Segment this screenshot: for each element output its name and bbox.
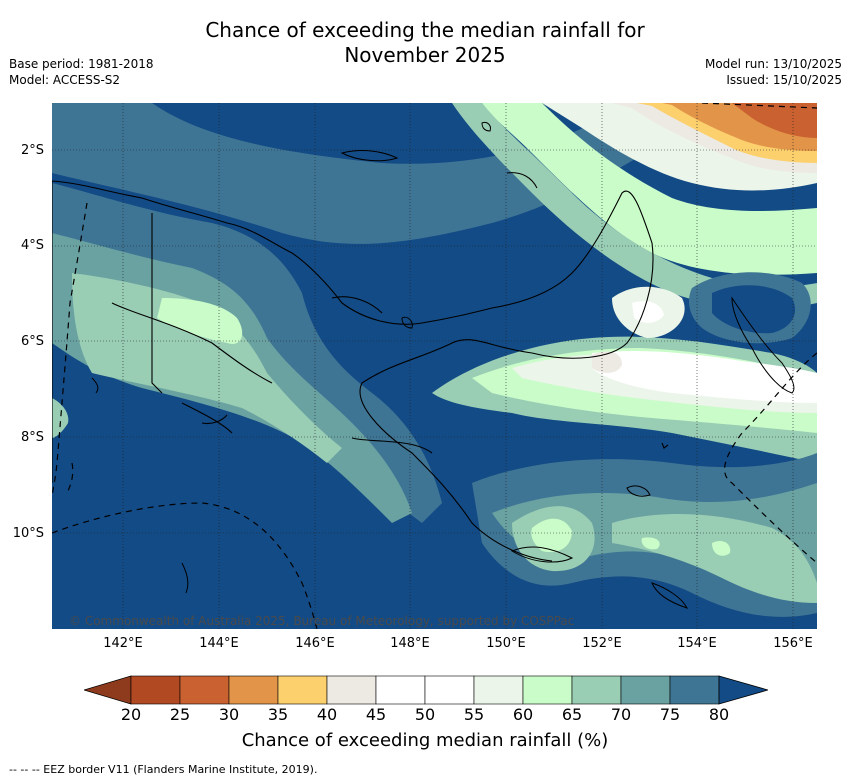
colorbar-tick-label: 60 — [512, 705, 534, 724]
colorbar-cell — [179, 675, 230, 705]
contour-60-se-west — [531, 518, 572, 553]
colorbar-cells — [130, 675, 720, 705]
lon-label-148e: 148°E — [390, 636, 430, 651]
colorbar-cell — [130, 675, 181, 705]
colorbar-tick-label: 20 — [120, 705, 142, 724]
contour-60-se-small — [641, 537, 660, 550]
lat-label-6s: 6°S — [20, 334, 44, 349]
lon-label-146e: 146°E — [295, 636, 335, 651]
islands — [91, 122, 795, 609]
colorbar-tick-label: 75 — [659, 705, 681, 724]
contour-65-west — [52, 398, 69, 438]
lat-label-2s: 2°S — [20, 143, 44, 158]
lon-label-154e: 154°E — [677, 636, 717, 651]
colorbar-cell — [571, 675, 622, 705]
colorbar-tick-label: 65 — [561, 705, 583, 724]
title-line-2: November 2025 — [344, 43, 506, 67]
colorbar-tick-label: 70 — [610, 705, 632, 724]
colorbar-cell — [326, 675, 377, 705]
colorbar-tick-label: 50 — [414, 705, 436, 724]
colorbar-cell — [277, 675, 328, 705]
lat-label-4s: 4°S — [20, 238, 44, 253]
colorbar-arrow-low — [84, 675, 132, 705]
map-title: Chance of exceeding the median rainfall … — [0, 18, 850, 68]
meta-left: Base period: 1981-2018 Model: ACCESS-S2 — [9, 56, 154, 88]
coastlines — [52, 180, 669, 562]
contour-60-ne — [482, 103, 817, 275]
contour-25-ne — [732, 103, 817, 138]
colorbar-cell — [375, 675, 426, 705]
lat-label-10s: 10°S — [12, 526, 44, 541]
lon-label-150e: 150°E — [486, 636, 526, 651]
colorbar — [84, 675, 768, 705]
lon-label-152e: 152°E — [582, 636, 622, 651]
colorbar-tick-label: 45 — [365, 705, 387, 724]
contour-80-east — [712, 285, 796, 334]
contour-60-se-east — [712, 541, 731, 556]
probability-map — [52, 103, 817, 629]
contour-65-highlands — [72, 273, 342, 463]
colorbar-tick-label: 35 — [267, 705, 289, 724]
model-run: Model run: 13/10/2025 — [704, 57, 842, 71]
eez-borders — [52, 103, 817, 629]
lon-label-144e: 144°E — [199, 636, 239, 651]
lon-label-142e: 142°E — [103, 636, 143, 651]
colorbar-tick-label: 25 — [169, 705, 191, 724]
colorbar-cell — [669, 675, 720, 705]
colorbar-cell — [228, 675, 279, 705]
meta-right: Model run: 13/10/2025 Issued: 15/10/2025 — [705, 56, 842, 88]
eez-footnote: -- -- -- EEZ border V11 (Flanders Marine… — [9, 763, 318, 776]
colorbar-title: Chance of exceeding median rainfall (%) — [241, 730, 609, 751]
lon-label-156e: 156°E — [773, 636, 813, 651]
colorbar-cell — [473, 675, 524, 705]
colorbar-tick-label: 40 — [316, 705, 338, 724]
contour-45-plume — [592, 351, 622, 373]
graticule — [52, 103, 817, 629]
colorbar-tick-label: 80 — [708, 705, 730, 724]
lat-label-8s: 8°S — [20, 430, 44, 445]
colorbar-cell — [424, 675, 475, 705]
copyright-notice: © Commonwealth of Australia 2025, Bureau… — [69, 614, 575, 628]
contour-50-blob — [632, 301, 664, 323]
colorbar-cell — [522, 675, 573, 705]
colorbar-cell — [620, 675, 671, 705]
colorbar-tick-label: 30 — [218, 705, 240, 724]
colorbar-arrow-high — [718, 675, 768, 705]
contour-65-se-east — [612, 513, 817, 603]
contour-60-highlands — [157, 298, 243, 344]
model-name: Model: ACCESS-S2 — [9, 73, 121, 87]
title-line-1: Chance of exceeding the median rainfall … — [205, 18, 645, 42]
map-area — [52, 103, 817, 629]
colorbar-tick-label: 55 — [463, 705, 485, 724]
issued-date: Issued: 15/10/2025 — [726, 73, 842, 87]
base-period: Base period: 1981-2018 — [9, 57, 154, 71]
